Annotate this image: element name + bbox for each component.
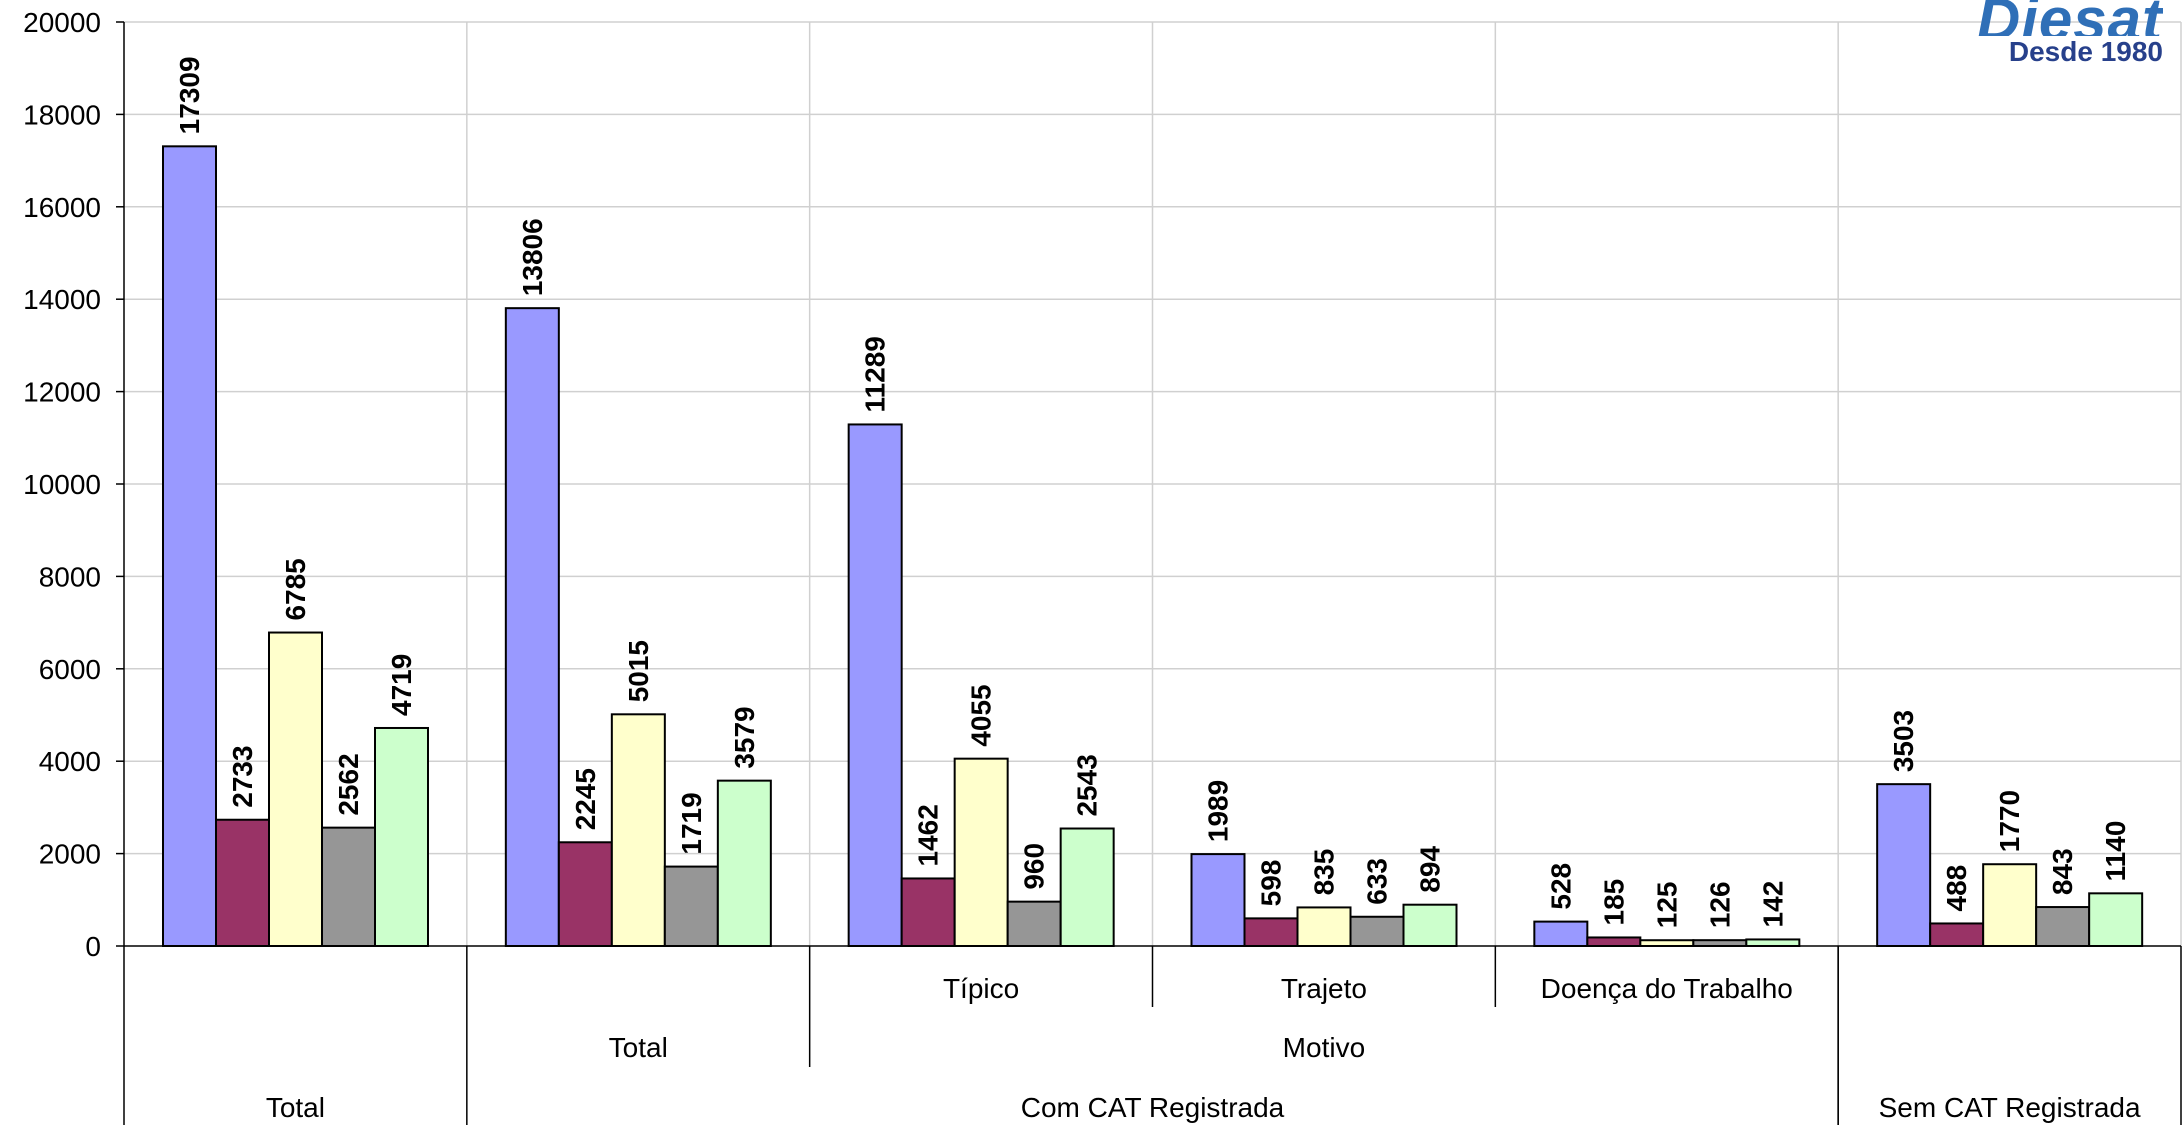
category-label-level3: Com CAT Registrada [1021,1092,1285,1123]
bar [504,307,560,948]
data-label: 5015 [623,640,654,702]
data-label: 17309 [174,56,205,134]
category-label-level3: Sem CAT Registrada [1879,1092,2141,1123]
bar [1006,900,1062,948]
bar [1059,827,1115,948]
data-label: 1462 [913,804,944,866]
data-label: 960 [1019,843,1050,890]
data-label: 835 [1309,849,1340,896]
data-label: 142 [1757,881,1788,928]
bar [1243,917,1299,947]
bar [2088,892,2144,947]
bar [900,877,956,948]
category-label-level1: Doença do Trabalho [1541,973,1793,1004]
bar [1745,938,1801,947]
bar [215,818,270,948]
bar [1692,939,1748,947]
data-label: 185 [1598,879,1629,926]
y-tick-label: 20000 [23,7,101,38]
diesat-logo: Diesat Desde 1980 [1977,0,2163,68]
data-label: 1719 [676,792,707,854]
data-label: 2543 [1072,754,1103,816]
category-label-level1: Típico [943,973,1019,1004]
y-tick-label: 16000 [23,192,101,223]
bar [1190,853,1246,948]
bar [1929,922,1985,948]
bar [162,145,217,947]
data-label: 6785 [280,558,311,620]
bar [953,757,1009,947]
bar [1402,903,1458,948]
category-label-level1: Trajeto [1281,973,1367,1004]
data-label: 633 [1362,858,1393,905]
data-label: 126 [1704,881,1735,928]
data-label: 2562 [333,753,364,815]
bar [268,631,323,948]
data-label: 1770 [1994,790,2025,852]
bar [557,841,613,948]
y-tick-label: 10000 [23,469,101,500]
y-tick-label: 2000 [39,839,101,870]
data-label: 2245 [570,768,601,830]
data-label: 598 [1256,860,1287,907]
bar [847,423,903,948]
logo-wordmark: Diesat [1976,0,2163,36]
bar [1533,920,1589,947]
y-tick-label: 4000 [39,746,101,777]
data-label: 1989 [1203,780,1234,842]
data-label: 488 [1941,865,1972,912]
data-label: 125 [1651,882,1682,929]
bar [1586,936,1642,948]
y-tick-label: 6000 [39,654,101,685]
data-label: 1140 [2100,821,2131,882]
data-label: 2733 [227,745,258,807]
category-label-level2: Motivo [1283,1032,1365,1063]
y-tick-label: 14000 [23,284,101,315]
bar [610,713,666,947]
y-tick-label: 0 [85,931,101,962]
category-label-level2: Total [609,1032,668,1063]
y-tick-label: 8000 [39,561,101,592]
data-label: 528 [1545,863,1576,910]
data-label: 843 [2047,848,2078,895]
bar [663,865,719,948]
data-label: 13806 [517,218,548,296]
bar [2035,906,2091,948]
data-label: 4719 [386,654,417,716]
bar [1639,939,1695,947]
data-label: 11289 [860,336,891,412]
bar [321,826,376,948]
y-tick-label: 12000 [23,377,101,408]
bar [1349,915,1405,947]
data-label: 3503 [1888,710,1919,772]
bar [716,779,772,947]
data-label: 894 [1415,846,1446,893]
bar [374,726,429,947]
bar [1876,783,1932,947]
bar [1982,863,2038,948]
category-label-level3: Total [266,1092,325,1123]
bar [1296,906,1352,947]
y-tick-label: 18000 [23,99,101,130]
data-label: 4055 [966,684,997,746]
logo-tagline: Desde 1980 [2008,36,2163,67]
data-label: 3579 [729,706,760,768]
